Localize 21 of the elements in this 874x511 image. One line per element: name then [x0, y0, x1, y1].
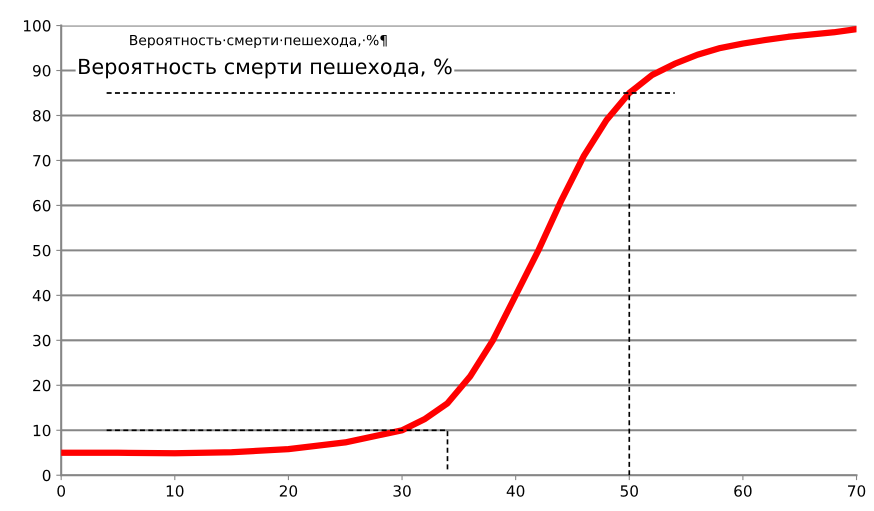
- y-tick-label: 30: [33, 334, 50, 346]
- y-tick-label: 0: [42, 470, 50, 482]
- x-tick-label: 70: [848, 485, 866, 497]
- x-tick-label: 10: [166, 485, 184, 497]
- text: Вероятность смерти пешехода, %: [79, 58, 452, 78]
- y-tick-label: 60: [33, 200, 50, 212]
- y-tick-label: 90: [32, 64, 50, 77]
- x-tick-label: 30: [393, 485, 411, 497]
- x-tick-label: 0: [57, 485, 66, 497]
- annotation: Вероятность·смерти·пешехода,·%¶: [130, 34, 387, 48]
- y-tick-label: 10: [34, 424, 50, 436]
- x-tick-label: 20: [280, 485, 298, 497]
- y-tick-label: 20: [33, 380, 50, 392]
- y-tick-label: 80: [33, 110, 50, 122]
- y-tick-label: 100: [24, 20, 50, 32]
- y-tick-label: 50: [33, 244, 50, 256]
- x-tick-label: 60: [734, 485, 752, 497]
- x-tick-label: 40: [506, 485, 524, 497]
- x-tick-label: 50: [620, 485, 638, 497]
- y-tick-label: 70: [33, 154, 50, 166]
- y-tick-label: 40: [32, 290, 50, 302]
